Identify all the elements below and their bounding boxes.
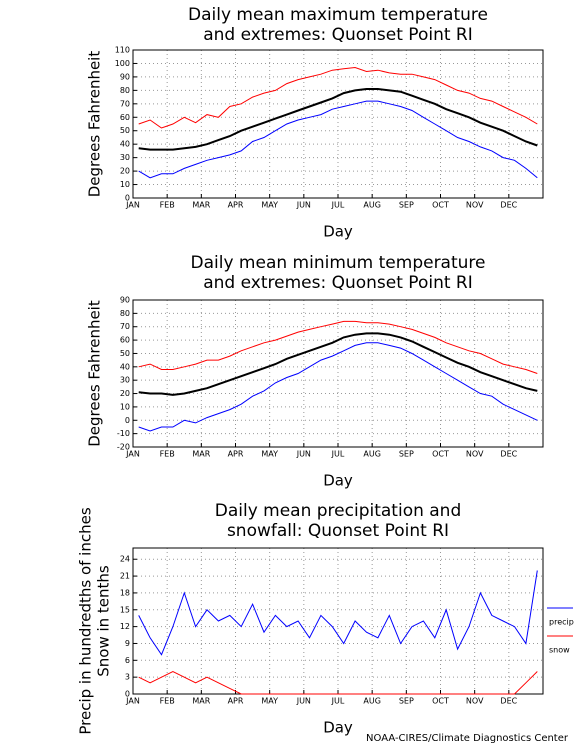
x-tick-label: OCT [432, 201, 449, 210]
y-tick-label: 40 [120, 140, 130, 149]
footer: NOAA-CIRES/Climate Diagnostics Center [366, 733, 569, 744]
x-tick-label: APR [228, 450, 244, 459]
y-tick-label: 30 [120, 153, 130, 162]
x-tick-label: MAR [192, 201, 210, 210]
y-tick-label: 18 [120, 588, 130, 597]
y-tick-label: 60 [120, 336, 130, 345]
x-tick-label: SEP [399, 201, 414, 210]
x-tick-label: MAY [261, 697, 278, 706]
y-tick-label: 10 [120, 180, 130, 189]
y-axis-label: Snow in tenths [95, 565, 113, 677]
y-tick-label: 70 [120, 322, 130, 331]
y-tick-label: 70 [120, 99, 130, 108]
x-tick-label: AUG [363, 201, 381, 210]
series-line [138, 100, 538, 179]
y-tick-label: 20 [120, 167, 130, 176]
series-line [138, 320, 538, 374]
x-tick-label: SEP [399, 450, 414, 459]
x-tick-label: OCT [432, 697, 449, 706]
y-tick-label: 80 [120, 86, 130, 95]
x-tick-label: MAY [261, 201, 278, 210]
x-tick-label: SEP [399, 697, 414, 706]
chart-title: Daily mean maximum temperature [188, 5, 488, 25]
plot-frame [132, 49, 544, 199]
y-tick-label: 6 [125, 656, 130, 665]
y-axis-label: Precip in hundredths of inches [77, 507, 95, 734]
y-tick-label: 60 [120, 113, 130, 122]
x-tick-label: DEC [500, 450, 517, 459]
y-tick-label: 12 [120, 622, 130, 631]
series-line [138, 88, 538, 151]
series-line [138, 66, 538, 129]
legend-label: precip [549, 618, 574, 627]
x-tick-label: NOV [466, 697, 484, 706]
x-tick-label: JAN [125, 450, 140, 459]
x-tick-label: MAR [192, 697, 210, 706]
x-tick-label: JAN [125, 201, 140, 210]
series-line [138, 332, 538, 396]
chart-title: Daily mean precipitation and [215, 501, 462, 521]
y-tick-label: 30 [120, 376, 130, 385]
y-tick-label: 90 [120, 296, 130, 305]
series-line [138, 670, 538, 695]
x-tick-label: FEB [160, 201, 175, 210]
plot-frame [132, 299, 544, 448]
x-tick-label: AUG [363, 450, 381, 459]
series-line [138, 570, 538, 656]
y-tick-label: 80 [120, 309, 130, 318]
y-axis-label: Degrees Fahrenheit [86, 300, 104, 447]
x-tick-label: NOV [466, 201, 484, 210]
x-tick-label: DEC [500, 201, 517, 210]
y-tick-label: 10 [120, 402, 130, 411]
x-tick-label: AUG [363, 697, 381, 706]
chart-title: and extremes: Quonset Point RI [203, 273, 473, 293]
y-tick-label: 20 [120, 389, 130, 398]
x-tick-label: JUN [296, 450, 311, 459]
x-tick-label: MAY [261, 450, 278, 459]
y-axis-label: Degrees Fahrenheit [86, 51, 104, 198]
y-tick-label: 40 [120, 362, 130, 371]
x-tick-label: JUN [296, 697, 311, 706]
y-tick-label: 50 [120, 126, 130, 135]
x-tick-label: APR [228, 201, 244, 210]
y-tick-label: -10 [117, 429, 130, 438]
series-line [138, 342, 538, 432]
x-tick-label: NOV [466, 450, 484, 459]
x-axis-label: Day [323, 223, 353, 241]
x-tick-label: OCT [432, 450, 449, 459]
x-tick-label: JUN [296, 201, 311, 210]
y-tick-label: -20 [117, 443, 130, 452]
y-tick-label: 0 [125, 416, 130, 425]
legend-label: snow [549, 646, 570, 655]
y-tick-label: 21 [120, 572, 130, 581]
chart-title: snowfall: Quonset Point RI [227, 521, 449, 541]
x-axis-label: Day [323, 719, 353, 737]
y-tick-label: 90 [120, 72, 130, 81]
y-tick-label: 0 [125, 690, 130, 699]
x-tick-label: JAN [125, 697, 140, 706]
chart-title: Daily mean minimum temperature [191, 253, 486, 273]
x-tick-label: JUL [331, 450, 345, 459]
y-tick-label: 24 [120, 555, 130, 564]
x-tick-label: MAR [192, 450, 210, 459]
y-tick-label: 0 [125, 194, 130, 203]
y-tick-label: 110 [115, 46, 130, 55]
y-tick-label: 9 [125, 639, 130, 648]
x-tick-label: JUL [331, 201, 345, 210]
x-axis-label: Day [323, 472, 353, 490]
x-tick-label: FEB [160, 697, 175, 706]
y-tick-label: 100 [115, 59, 130, 68]
y-tick-label: 15 [120, 605, 130, 614]
x-tick-label: JUL [331, 697, 345, 706]
y-tick-label: 50 [120, 349, 130, 358]
chart-title: and extremes: Quonset Point RI [203, 25, 473, 45]
x-tick-label: DEC [500, 697, 517, 706]
x-tick-label: APR [228, 697, 244, 706]
x-tick-label: FEB [160, 450, 175, 459]
y-tick-label: 3 [125, 673, 130, 682]
